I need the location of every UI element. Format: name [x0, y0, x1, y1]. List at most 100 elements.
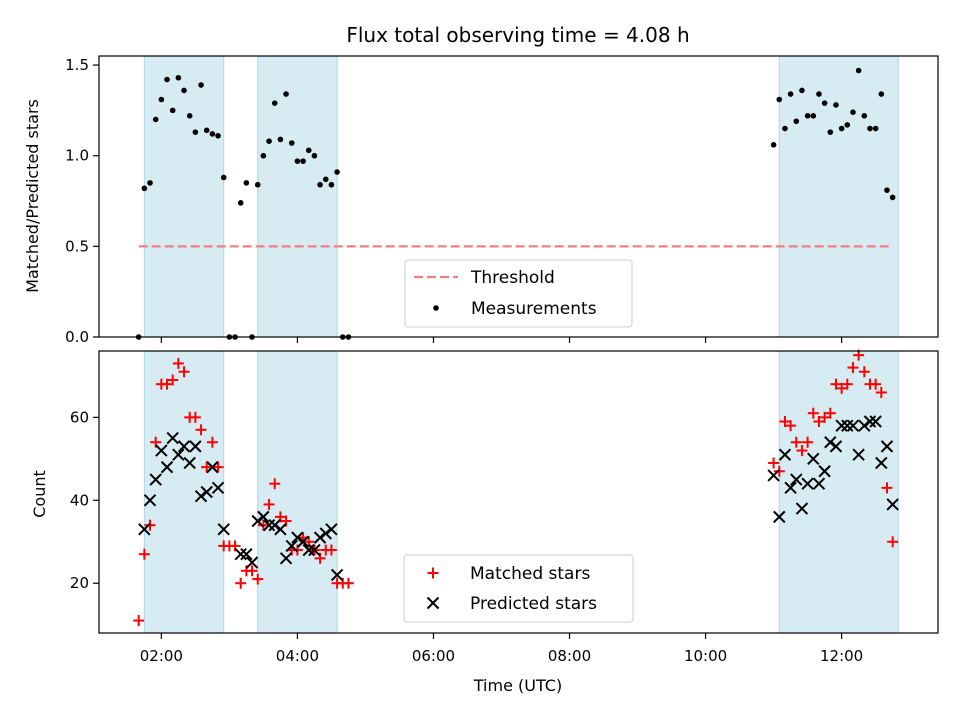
- matched-star-point: [178, 366, 190, 378]
- predicted-star-point: [790, 473, 803, 486]
- predicted-star-point: [172, 448, 185, 461]
- measurement-point: [317, 181, 323, 188]
- predicted-star-point: [812, 477, 826, 490]
- predicted-star-point: [875, 456, 888, 470]
- measurement-point: [254, 181, 261, 188]
- predicted-star-point: [274, 523, 287, 536]
- measurement-point: [889, 194, 896, 201]
- measurement-point: [322, 176, 329, 183]
- bottom-xtick-label: 06:00: [412, 647, 455, 665]
- measurement-point: [850, 109, 856, 115]
- shaded-interval-0: [143, 55, 225, 338]
- bottom-xtick-label: 08:00: [548, 647, 591, 665]
- count-points: [133, 349, 899, 627]
- bottom-panel: 20 40 60 02:00 04:00 06:00 08:00 10:00 12:00 Mat…: [30, 349, 939, 695]
- predicted-star-point: [835, 419, 848, 432]
- predicted-star-point: [138, 523, 151, 536]
- predicted-star-point: [234, 547, 247, 561]
- measurement-point: [266, 138, 272, 145]
- bottom-frame: [98, 350, 939, 634]
- top-ytick-label: 1.5: [65, 56, 89, 74]
- legend-matched-label: Matched stars: [470, 564, 590, 584]
- matched-star-point: [887, 536, 899, 548]
- measurement-point: [209, 131, 216, 137]
- matched-star-point: [824, 407, 836, 419]
- measurement-point: [147, 180, 153, 186]
- measurement-point: [260, 152, 267, 159]
- measurement-point: [186, 113, 193, 119]
- shaded-interval-1: [257, 350, 338, 634]
- measurement-point: [855, 67, 862, 74]
- top-ytick-label: 0.5: [65, 237, 89, 255]
- matched-star-point: [172, 357, 184, 369]
- predicted-star-point: [824, 436, 837, 449]
- measurement-point: [277, 136, 284, 143]
- legend-measurements-swatch: [433, 305, 439, 311]
- predicted-star-point: [262, 518, 276, 532]
- predicted-star-point: [291, 531, 304, 544]
- matched-star-point: [785, 420, 797, 432]
- predicted-star-point: [160, 460, 174, 474]
- measurement-point: [141, 185, 148, 192]
- predicted-star-point: [177, 440, 191, 453]
- predicted-star-point: [194, 489, 208, 503]
- predicted-star-point: [240, 547, 253, 561]
- measurement-point: [294, 158, 301, 164]
- matched-star-point: [189, 411, 201, 423]
- bottom-ytick-label: 40: [70, 491, 89, 509]
- legend-predicted-swatch: [426, 596, 440, 610]
- bottom-axes: 20 40 60 02:00 04:00 06:00 08:00 10:00 12:00: [70, 350, 939, 665]
- predicted-star-point: [313, 531, 327, 544]
- predicted-star-point: [143, 494, 157, 507]
- measurement-point: [192, 129, 199, 135]
- measurement-point: [288, 140, 295, 146]
- predicted-star-point: [773, 510, 786, 524]
- predicted-star-point: [818, 465, 831, 478]
- predicted-star-point: [880, 440, 894, 453]
- predicted-star-point: [325, 523, 338, 536]
- predicted-star-point: [279, 552, 293, 565]
- top-legend: Threshold Measurements: [404, 259, 633, 328]
- matched-star-point: [773, 465, 785, 477]
- matched-star-point: [870, 378, 882, 390]
- bottom-xtick-label: 02:00: [140, 647, 183, 665]
- top-axes: 0.0 0.5 1.0 1.5: [65, 55, 939, 346]
- predicted-star-point: [308, 543, 321, 557]
- predicted-star-point: [211, 481, 225, 495]
- matched-star-point: [167, 374, 179, 386]
- bottom-ytick-label: 20: [70, 574, 89, 592]
- legend-predicted-label: Predicted stars: [470, 594, 597, 614]
- matched-star-point: [206, 436, 218, 448]
- predicted-star-point: [155, 444, 168, 457]
- measurement-point: [328, 181, 335, 188]
- measurement-point: [158, 96, 165, 103]
- measurement-point: [164, 76, 170, 83]
- matched-star-point: [269, 478, 281, 490]
- bottom-legend: Matched stars Predicted stars: [403, 554, 634, 623]
- bottom-legend-box: [403, 554, 634, 623]
- matched-star-point: [796, 445, 808, 457]
- legend-threshold-label: Threshold: [470, 268, 555, 288]
- measurement-point: [833, 102, 839, 108]
- measurement-point: [872, 125, 879, 132]
- measurement-point: [215, 132, 221, 139]
- measurement-point: [838, 125, 845, 132]
- matched-star-point: [841, 378, 853, 390]
- predicted-star-point: [217, 523, 230, 536]
- measurement-point: [861, 113, 868, 119]
- matched-star-point: [847, 362, 859, 374]
- measurement-point: [804, 113, 811, 119]
- matched-star-point: [212, 461, 224, 473]
- bottom-xtick-label: 04:00: [276, 647, 319, 665]
- predicted-star-point: [863, 415, 877, 428]
- matched-star-point: [257, 519, 269, 531]
- predicted-star-point: [807, 452, 820, 466]
- predicted-star-point: [784, 481, 797, 495]
- predicted-star-point: [778, 448, 792, 461]
- matched-star-point: [161, 378, 173, 390]
- measurement-point: [827, 129, 834, 135]
- predicted-star-point: [846, 419, 860, 432]
- shaded-interval-2: [778, 55, 899, 338]
- predicted-star-point: [206, 460, 219, 474]
